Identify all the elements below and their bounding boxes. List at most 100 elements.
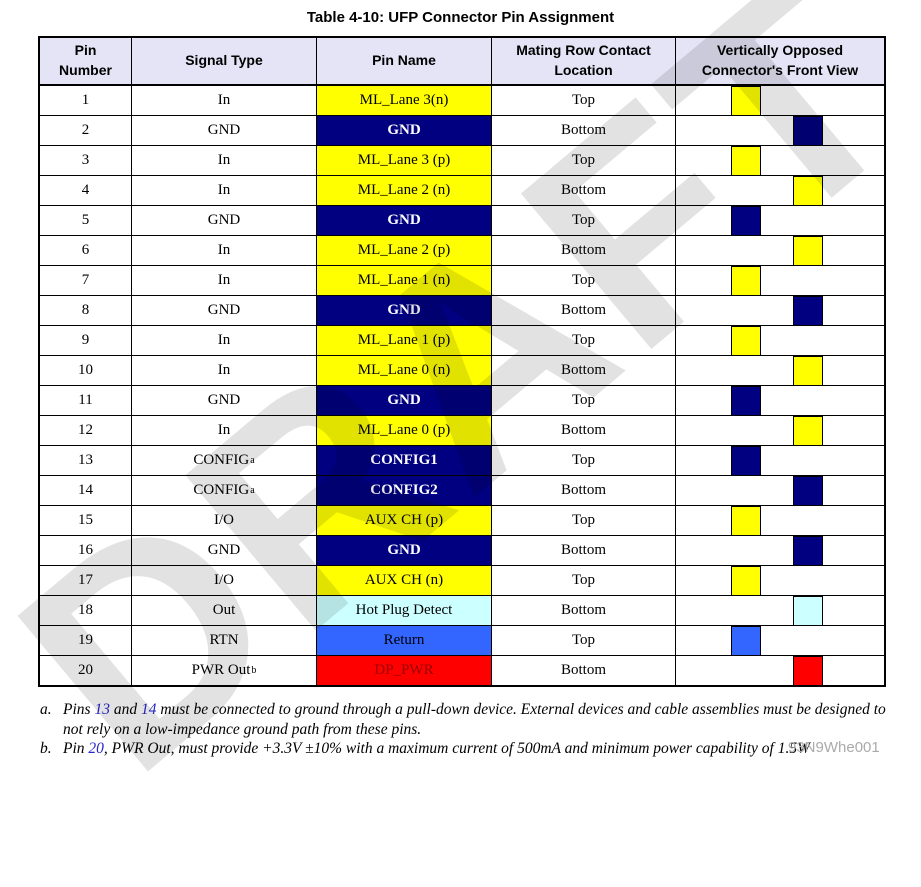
location-cell: Bottom [492,476,676,505]
signal-type-cell: GND [132,386,317,415]
pin-number-cell: 4 [40,176,132,205]
pin-number-cell: 13 [40,446,132,475]
pin-number-cell: 2 [40,116,132,145]
table-header-row: Pin Number Signal Type Pin Name Mating R… [40,38,884,86]
table-row: 12 In ML_Lane 0 (p) Bottom [40,415,884,446]
location-cell: Bottom [492,296,676,325]
connector-pin-square [731,565,761,596]
connector-pin-square [731,505,761,536]
connector-pin-square [731,265,761,296]
connector-pin-square [793,655,823,686]
pin-number-cell: 7 [40,266,132,295]
front-view-cell [676,235,884,266]
signal-type-cell: In [132,266,317,295]
table-row: 10 In ML_Lane 0 (n) Bottom [40,355,884,386]
signal-type-cell: I/O [132,566,317,595]
location-cell: Top [492,86,676,115]
pin-name-cell: ML_Lane 0 (n) [317,356,492,385]
pin-name-cell: ML_Lane 1 (p) [317,326,492,355]
pin-number-cell: 8 [40,296,132,325]
pin-assignment-table: Pin Number Signal Type Pin Name Mating R… [38,36,886,687]
footnote-pin-link[interactable]: 14 [140,701,157,718]
table-row: 9 In ML_Lane 1 (p) Top [40,325,884,356]
signal-type-cell: In [132,326,317,355]
signal-type-cell: In [132,236,317,265]
signal-type-cell: GND [132,206,317,235]
table-body: 1 In ML_Lane 3(n) Top 2 GND GND Bottom 3 In ML_Lan… [40,85,884,686]
pin-name-cell: GND [317,116,492,145]
pin-number-cell: 18 [40,596,132,625]
header-pin-number: Pin Number [40,38,132,84]
front-view-cell [676,625,884,656]
header-mating-row: Mating Row Contact Location [492,38,676,84]
footnote-pin-link[interactable]: 13 [94,701,110,718]
front-view-cell [676,415,884,446]
front-view-cell [676,535,884,566]
pin-number-cell: 16 [40,536,132,565]
front-view-cell [676,145,884,176]
signal-type-cell: In [132,416,317,445]
connector-pin-square [731,385,761,416]
pin-number-cell: 6 [40,236,132,265]
connector-pin-square [731,205,761,236]
signal-type-cell: In [132,86,317,115]
signal-type-cell: GND [132,536,317,565]
pin-name-cell: ML_Lane 2 (p) [317,236,492,265]
signal-type-cell: RTN [132,626,317,655]
pin-number-cell: 20 [40,656,132,685]
table-row: 6 In ML_Lane 2 (p) Bottom [40,235,884,266]
pin-number-cell: 12 [40,416,132,445]
location-cell: Bottom [492,236,676,265]
pin-name-cell: GND [317,296,492,325]
table-row: 5 GND GND Top [40,205,884,236]
table-row: 7 In ML_Lane 1 (n) Top [40,265,884,296]
footnote-text: Pins 13 and 14 must be connected to grou… [63,700,892,739]
signal-type-cell: In [132,176,317,205]
location-cell: Bottom [492,596,676,625]
pin-name-cell: DP_PWR [317,656,492,685]
pin-number-cell: 11 [40,386,132,415]
footnote-segment: Pins [63,701,95,718]
pin-name-cell: ML_Lane 0 (p) [317,416,492,445]
table-row: 18 Out Hot Plug Detect Bottom [40,595,884,626]
footnote-segment: and [109,701,141,718]
connector-pin-square [731,85,761,116]
pin-number-cell: 14 [40,476,132,505]
signal-type-cell: Out [132,596,317,625]
signal-type-cell: CONFIG a [132,446,317,475]
footnote-segment: must be connected to ground through a pu… [63,701,886,738]
header-pin-name: Pin Name [317,38,492,84]
front-view-cell [676,265,884,296]
front-view-cell [676,445,884,476]
pin-number-cell: 15 [40,506,132,535]
footnote-text: Pin 20, PWR Out, must provide +3.3V ±10%… [63,739,810,759]
table-row: 13 CONFIG a CONFIG1 Top [40,445,884,476]
header-signal-type: Signal Type [132,38,317,84]
pin-name-cell: ML_Lane 1 (n) [317,266,492,295]
pin-name-cell: ML_Lane 2 (n) [317,176,492,205]
pin-name-cell: GND [317,206,492,235]
connector-pin-square [793,535,823,566]
front-view-cell [676,355,884,386]
footnote-b: b. Pin 20, PWR Out, must provide +3.3V ±1… [40,739,892,759]
pin-name-cell: GND [317,386,492,415]
pin-name-cell: ML_Lane 3(n) [317,86,492,115]
footnote-pin-link[interactable]: 20 [88,740,104,757]
pin-number-cell: 17 [40,566,132,595]
footnote-segment: Pin [63,740,89,757]
table-row: 2 GND GND Bottom [40,115,884,146]
location-cell: Top [492,206,676,235]
table-row: 8 GND GND Bottom [40,295,884,326]
pin-name-cell: AUX CH (n) [317,566,492,595]
table-row: 14 CONFIG a CONFIG2 Bottom [40,475,884,506]
signal-type-cell: In [132,146,317,175]
location-cell: Top [492,326,676,355]
signal-type-cell: CONFIG a [132,476,317,505]
location-cell: Bottom [492,656,676,685]
pin-name-cell: CONFIG1 [317,446,492,475]
table-row: 3 In ML_Lane 3 (p) Top [40,145,884,176]
pin-number-cell: 10 [40,356,132,385]
location-cell: Top [492,626,676,655]
front-view-cell [676,115,884,146]
front-view-cell [676,655,884,686]
